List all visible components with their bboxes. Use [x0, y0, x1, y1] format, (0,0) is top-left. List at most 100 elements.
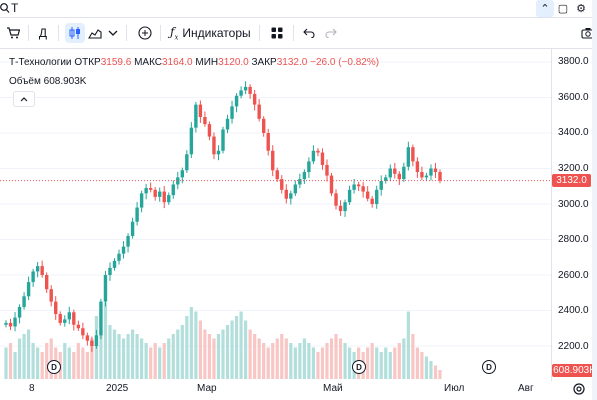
- low-value: 3120.0: [218, 57, 249, 68]
- candle-body: [370, 198, 374, 204]
- candle-body: [388, 168, 392, 178]
- candle-body: [99, 301, 103, 336]
- candle-body: [72, 312, 76, 325]
- add-compare-icon[interactable]: [136, 23, 154, 43]
- volume-bar: [140, 338, 144, 379]
- search-input[interactable]: T: [11, 1, 19, 15]
- candle-body: [248, 86, 252, 94]
- candles-icon[interactable]: [65, 23, 85, 43]
- collapse-legend-button[interactable]: [13, 91, 35, 107]
- candle-body: [302, 172, 307, 180]
- candle-body: [135, 207, 139, 222]
- volume-bar: [126, 334, 130, 379]
- volume-bar: [171, 334, 175, 379]
- candle-body: [325, 164, 329, 176]
- candle-body: [316, 150, 320, 153]
- undo-icon[interactable]: [300, 23, 318, 43]
- change-value: −26.0 (−0.82%): [310, 57, 380, 68]
- volume-bar: [158, 347, 162, 379]
- candle-body: [307, 161, 311, 173]
- volume-bar: [36, 347, 40, 379]
- candle-body: [49, 289, 53, 302]
- candle-body: [67, 312, 71, 320]
- settings-icon[interactable]: ⚙: [576, 3, 586, 15]
- volume-bar: [393, 347, 397, 379]
- volume-bar: [384, 347, 388, 379]
- candle-body: [112, 260, 117, 268]
- square-icon[interactable]: ▢: [557, 3, 569, 15]
- candle-body: [415, 161, 420, 173]
- area-chart-icon[interactable]: [87, 23, 103, 43]
- volume-bar: [212, 338, 216, 379]
- indicators-button[interactable]: ƒx Индикаторы: [170, 23, 252, 43]
- volume-bar: [388, 352, 392, 379]
- candle-body: [17, 306, 22, 318]
- toolbar-divider: [126, 25, 127, 41]
- symbol-search-bar[interactable]: T ⌃ ▢ ⚙: [0, 0, 597, 18]
- candle-body: [63, 319, 67, 323]
- volume-bar: [289, 343, 293, 379]
- candle-body: [257, 104, 261, 119]
- candle-body: [26, 282, 31, 297]
- candle-body: [298, 179, 302, 185]
- price-chart[interactable]: [0, 49, 551, 381]
- volume-bar: [31, 343, 35, 379]
- redo-icon[interactable]: [322, 23, 340, 43]
- candle-body: [438, 172, 442, 181]
- volume-bar: [194, 311, 198, 379]
- volume-bar: [112, 329, 117, 379]
- candle-body: [397, 173, 402, 180]
- dividend-marker[interactable]: D: [482, 360, 496, 374]
- volume-bar: [402, 338, 406, 379]
- volume-bar: [438, 370, 442, 379]
- gear-icon[interactable]: [572, 382, 586, 396]
- toolbar-divider: [160, 25, 161, 41]
- interval-button[interactable]: Д: [38, 26, 48, 40]
- candle-body: [361, 186, 365, 192]
- price-tick: 2200.0: [558, 341, 589, 352]
- candle-body: [352, 184, 356, 190]
- candle-body: [320, 152, 325, 165]
- price-tick: 3400.0: [558, 127, 589, 138]
- candle-body: [411, 147, 415, 162]
- candle-body: [44, 275, 49, 290]
- high-value: 3164.0: [162, 57, 193, 68]
- volume-bar: [334, 334, 338, 379]
- price-tick: 3200.0: [558, 163, 589, 174]
- volume-bar: [293, 347, 297, 379]
- candle-body: [22, 296, 26, 307]
- dividend-marker[interactable]: D: [47, 360, 61, 374]
- toolbar-divider: [58, 25, 59, 41]
- chevron-down-icon[interactable]: [106, 23, 120, 43]
- last-price-label: 3132.0: [552, 174, 591, 187]
- candle-body: [203, 117, 207, 125]
- volume-bar: [45, 343, 49, 379]
- volume-bar: [424, 356, 429, 379]
- candle-body: [139, 193, 144, 208]
- volume-bar: [262, 343, 266, 379]
- volume-bar: [99, 311, 103, 379]
- high-label: МАКС: [134, 57, 163, 68]
- candle-body: [271, 150, 275, 171]
- candle-body: [198, 104, 203, 118]
- chevron-up-icon[interactable]: ⌃: [536, 0, 554, 17]
- volume-bar: [302, 338, 306, 379]
- volume-bar: [49, 338, 53, 379]
- dividend-marker[interactable]: D: [352, 360, 366, 374]
- candle-body: [252, 93, 257, 105]
- volume-bar: [203, 329, 207, 379]
- candle-body: [162, 191, 166, 203]
- price-tick: 2600.0: [558, 270, 589, 281]
- candle-body: [402, 166, 406, 180]
- candle-body: [343, 202, 347, 212]
- templates-icon[interactable]: [268, 23, 286, 43]
- candle-body: [234, 95, 239, 107]
- candle-body: [85, 335, 90, 341]
- time-tick: Июл: [444, 383, 465, 394]
- cart-icon[interactable]: [4, 23, 22, 43]
- candle-body: [35, 266, 40, 272]
- volume-bar: [27, 329, 31, 379]
- candle-body: [189, 127, 194, 155]
- volume-bar: [271, 343, 275, 379]
- volume-bar: [8, 343, 13, 379]
